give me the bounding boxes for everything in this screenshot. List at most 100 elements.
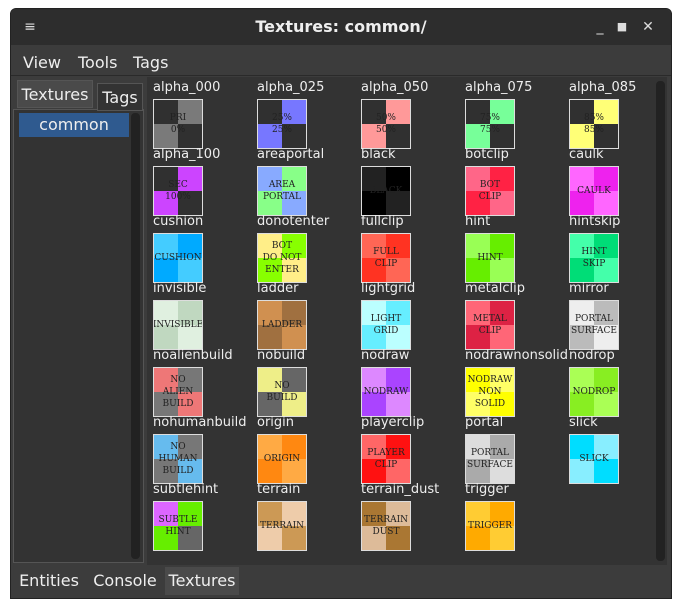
menu-icon[interactable]: ≡ xyxy=(24,19,36,35)
texture-name: nodraw xyxy=(361,348,410,363)
texture-thumbnail[interactable]: NO BUILD xyxy=(257,367,307,417)
texture-thumbnail[interactable]: BOT CLIP xyxy=(465,166,515,216)
tab[interactable]: Entities xyxy=(13,567,85,595)
texture-thumbnail[interactable]: SUBTLE HINT xyxy=(153,501,203,551)
quadrant xyxy=(490,124,514,148)
texture-thumbnail[interactable]: TERRAIN DUST xyxy=(361,501,411,551)
label-line: NO xyxy=(274,381,290,391)
quadrant xyxy=(154,100,178,124)
texture-thumbnail[interactable]: AREA PORTAL xyxy=(257,166,307,216)
quadrant xyxy=(258,392,282,416)
texture-thumbnail[interactable]: 75% 75% xyxy=(465,99,515,149)
label-line: BUILD xyxy=(266,393,298,403)
texture-thumbnail[interactable]: NO HUMAN BUILD xyxy=(153,434,203,484)
texture-thumbnail[interactable]: CUSHION xyxy=(153,233,203,283)
menu-item[interactable]: Tools xyxy=(78,53,118,72)
texture-label: PORTAL SURFACE xyxy=(466,435,514,483)
quadrant xyxy=(466,325,490,349)
quadrant xyxy=(386,258,410,282)
texture-thumbnail[interactable]: LADDER xyxy=(257,300,307,350)
texture-thumbnail[interactable]: SEC 100% xyxy=(153,166,203,216)
quadrant xyxy=(282,258,306,282)
close[interactable]: ✕ xyxy=(642,19,654,35)
quadrant xyxy=(466,368,490,392)
texture-thumbnail[interactable]: 25% 25% xyxy=(257,99,307,149)
texture-thumbnail[interactable]: NODRAW NON SOLID xyxy=(465,367,515,417)
label-line: PLAYER xyxy=(367,448,405,458)
texture-thumbnail[interactable]: 50% 50% xyxy=(361,99,411,149)
texture-thumbnail[interactable]: TERRAIN xyxy=(257,501,307,551)
label-line: CLIP xyxy=(478,326,502,336)
folder-item[interactable]: common xyxy=(19,113,129,137)
quadrant xyxy=(386,325,410,349)
tab[interactable]: Tags xyxy=(97,83,143,111)
texture-thumbnail[interactable]: INVISIBLE xyxy=(153,300,203,350)
label-line: CLIP xyxy=(478,192,502,202)
maximize[interactable]: ■ xyxy=(616,20,628,33)
texture-thumbnail[interactable]: PLAYER CLIP xyxy=(361,434,411,484)
quadrant xyxy=(570,368,594,392)
tab[interactable]: Textures xyxy=(165,567,239,595)
label-line: CUSHION xyxy=(154,253,202,263)
texture-thumbnail[interactable]: CAULK xyxy=(569,166,619,216)
quadrant xyxy=(594,258,618,282)
texture-name: nobuild xyxy=(257,348,306,363)
texture-thumbnail[interactable]: NODROP xyxy=(569,367,619,417)
quadrant xyxy=(594,100,618,124)
texture-name: terrain xyxy=(257,482,301,497)
label-line: BUILD xyxy=(162,399,194,409)
texture-thumbnail[interactable]: LIGHT GRID xyxy=(361,300,411,350)
texture-thumbnail[interactable]: METAL CLIP xyxy=(465,300,515,350)
texture-thumbnail[interactable]: HINT xyxy=(465,233,515,283)
quadrant xyxy=(490,526,514,550)
texture-thumbnail[interactable]: NO ALIEN BUILD xyxy=(153,367,203,417)
texture-label: METAL CLIP xyxy=(466,301,514,349)
folder-panel xyxy=(13,109,144,563)
texture-name: trigger xyxy=(465,482,509,497)
texture-label: PRI 0% xyxy=(154,100,202,148)
label-line: 85% xyxy=(583,125,604,135)
texture-thumbnail[interactable]: PORTAL SURFACE xyxy=(569,300,619,350)
quadrant xyxy=(258,459,282,483)
quadrant xyxy=(282,392,306,416)
quadrant xyxy=(490,502,514,526)
quadrant xyxy=(490,191,514,215)
texture-thumbnail[interactable]: HINT SKIP xyxy=(569,233,619,283)
texture-thumbnail[interactable]: TRIGGER xyxy=(465,501,515,551)
label-line: 0% xyxy=(170,125,186,135)
menu-item[interactable]: Tags xyxy=(133,53,169,72)
texture-thumbnail[interactable]: BOT DO NOT ENTER xyxy=(257,233,307,283)
tab[interactable]: Textures xyxy=(17,80,93,108)
quadrant xyxy=(154,301,178,325)
texture-name: caulk xyxy=(569,147,604,162)
quadrant xyxy=(570,100,594,124)
title-bar: Textures: common/ xyxy=(11,9,671,45)
texture-name: cushion xyxy=(153,214,204,229)
texture-thumbnail[interactable]: PORTAL SURFACE xyxy=(465,434,515,484)
label-line: NO xyxy=(170,442,186,452)
label-line: DO NOT xyxy=(262,253,302,263)
menu-item[interactable]: View xyxy=(23,53,61,72)
minimize[interactable]: _ xyxy=(596,19,604,35)
quadrant xyxy=(466,301,490,325)
separator xyxy=(11,75,671,76)
tab[interactable]: Console xyxy=(88,567,162,595)
texture-thumbnail[interactable]: BLACK xyxy=(361,166,411,216)
label-line: TERRAIN xyxy=(363,515,409,525)
texture-thumbnail[interactable]: SLICK xyxy=(569,434,619,484)
quadrant xyxy=(570,459,594,483)
texture-label: SEC 100% xyxy=(154,167,202,215)
quadrant xyxy=(386,234,410,258)
texture-thumbnail[interactable]: 85% 85% xyxy=(569,99,619,149)
quadrant xyxy=(178,435,202,459)
quadrant xyxy=(386,392,410,416)
quadrant xyxy=(466,124,490,148)
quadrant xyxy=(490,258,514,282)
texture-thumbnail[interactable]: ORIGIN xyxy=(257,434,307,484)
texture-thumbnail[interactable]: PRI 0% xyxy=(153,99,203,149)
quadrant xyxy=(154,392,178,416)
texture-thumbnail[interactable]: FULL CLIP xyxy=(361,233,411,283)
texture-thumbnail[interactable]: NODRAW xyxy=(361,367,411,417)
label-line: 100% xyxy=(165,192,191,202)
quadrant xyxy=(594,459,618,483)
